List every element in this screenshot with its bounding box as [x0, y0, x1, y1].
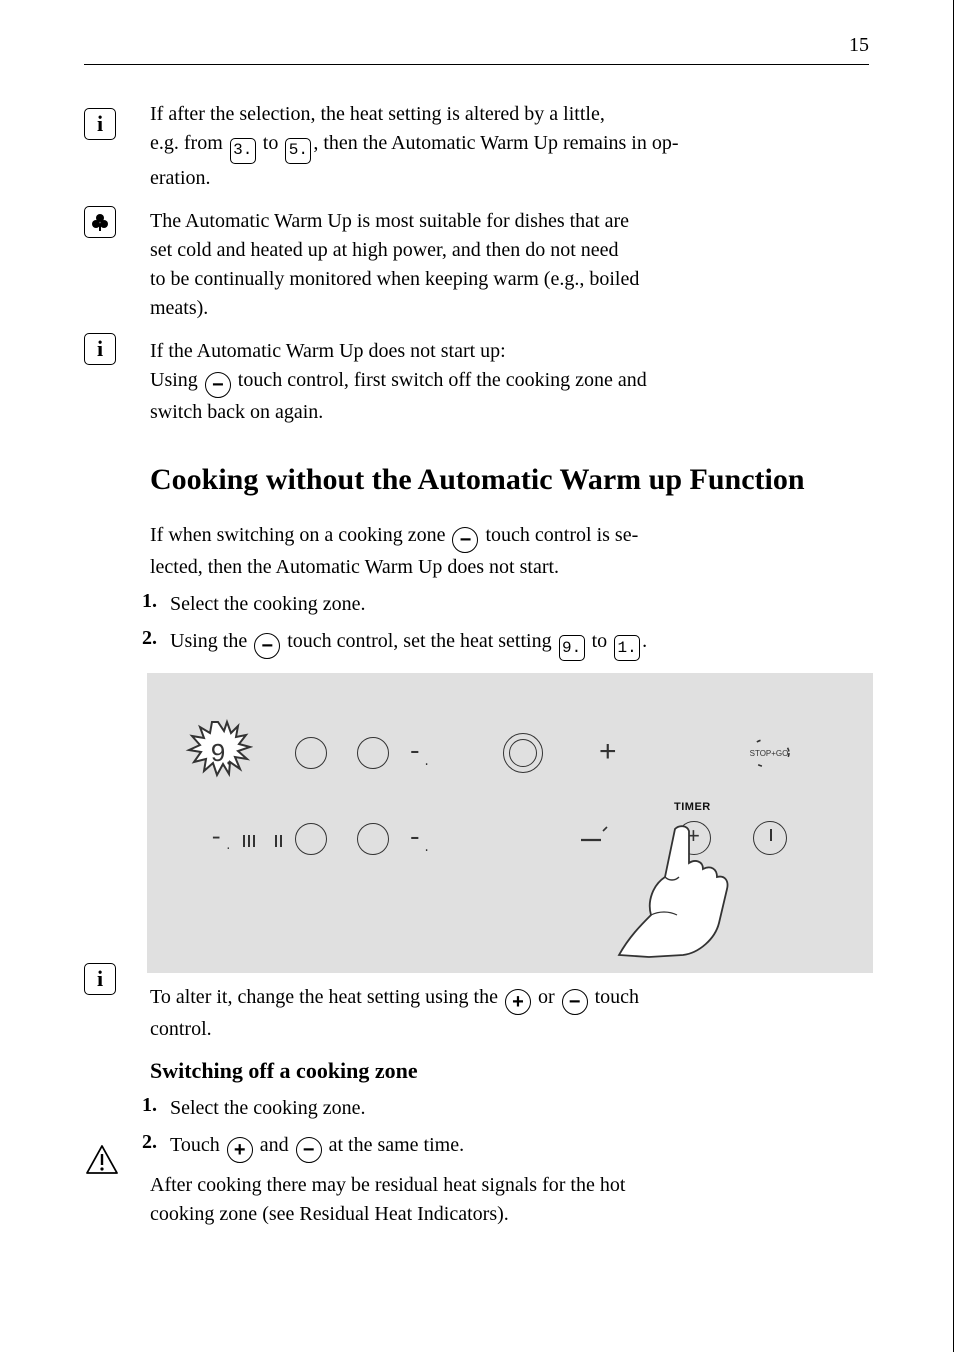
step-text: Select the cooking zone.	[170, 590, 873, 619]
paragraph: After cooking there may be residual heat…	[150, 1171, 873, 1229]
zone-control-circle	[357, 823, 389, 855]
paragraph: If after the selection, the heat setting…	[150, 100, 873, 193]
minus-touch-icon: −	[254, 633, 280, 659]
plus-touch-icon: +	[227, 1137, 253, 1163]
paragraph: To alter it, change the heat setting usi…	[150, 983, 873, 1044]
step-text: Using the − touch control, set the heat …	[170, 627, 873, 662]
info-icon: i	[84, 333, 116, 365]
stop-go-button: STOP+GO	[745, 733, 793, 778]
display-hyphen: -	[407, 737, 423, 767]
subheading: Switching off a cooking zone	[150, 1058, 873, 1084]
minus-touch-icon: −	[452, 527, 478, 553]
step-number: 1.	[142, 1094, 170, 1117]
timer-label: TIMER	[674, 801, 711, 813]
horizontal-rule	[84, 64, 869, 65]
section-title: Cooking without the Automatic Warm up Fu…	[150, 463, 873, 497]
info-icon: i	[84, 963, 116, 995]
display-glyph-5: 5.	[285, 138, 311, 164]
step-number: 2.	[142, 1131, 170, 1154]
display-dot: .	[423, 841, 430, 855]
display-hyphen: -	[407, 823, 423, 853]
paragraph: The Automatic Warm Up is most suitable f…	[150, 207, 873, 323]
bars-icon	[241, 831, 259, 851]
minus-touch-icon: −	[562, 989, 588, 1015]
zone-control-circle	[357, 737, 389, 769]
svg-text:STOP+GO: STOP+GO	[750, 749, 789, 758]
display-dot: .	[423, 755, 430, 769]
display-hyphen: -	[209, 825, 223, 852]
svg-text:9: 9	[210, 739, 226, 769]
plus-sign: +	[599, 735, 617, 769]
control-panel-illustration: 9 - . + STOP+GO - .	[147, 673, 873, 973]
step-text: Touch + and − at the same time.	[170, 1131, 873, 1163]
display-glyph-9: 9.	[559, 635, 585, 661]
power-icon	[763, 827, 779, 849]
eco-tip-icon	[84, 206, 116, 238]
display-dot: .	[225, 841, 232, 853]
zone-control-circle	[295, 737, 327, 769]
warning-icon	[84, 1143, 120, 1177]
page-number: 15	[84, 34, 869, 57]
bars-icon	[273, 831, 287, 851]
power-ring-inner	[509, 739, 537, 767]
display-glyph-3: 3.	[230, 138, 256, 164]
paragraph: If the Automatic Warm Up does not start …	[150, 337, 873, 427]
step-number: 1.	[142, 590, 170, 613]
flashing-display-icon: 9	[183, 719, 253, 789]
zone-control-circle	[295, 823, 327, 855]
pointing-hand-icon	[579, 819, 739, 969]
display-glyph-1: 1.	[614, 635, 640, 661]
paragraph: If when switching on a cooking zone − to…	[150, 521, 873, 582]
step-text: Select the cooking zone.	[170, 1094, 873, 1123]
info-icon: i	[84, 108, 116, 140]
minus-touch-icon: −	[296, 1137, 322, 1163]
step-number: 2.	[142, 627, 170, 650]
plus-touch-icon: +	[505, 989, 531, 1015]
minus-touch-icon: −	[205, 372, 231, 398]
